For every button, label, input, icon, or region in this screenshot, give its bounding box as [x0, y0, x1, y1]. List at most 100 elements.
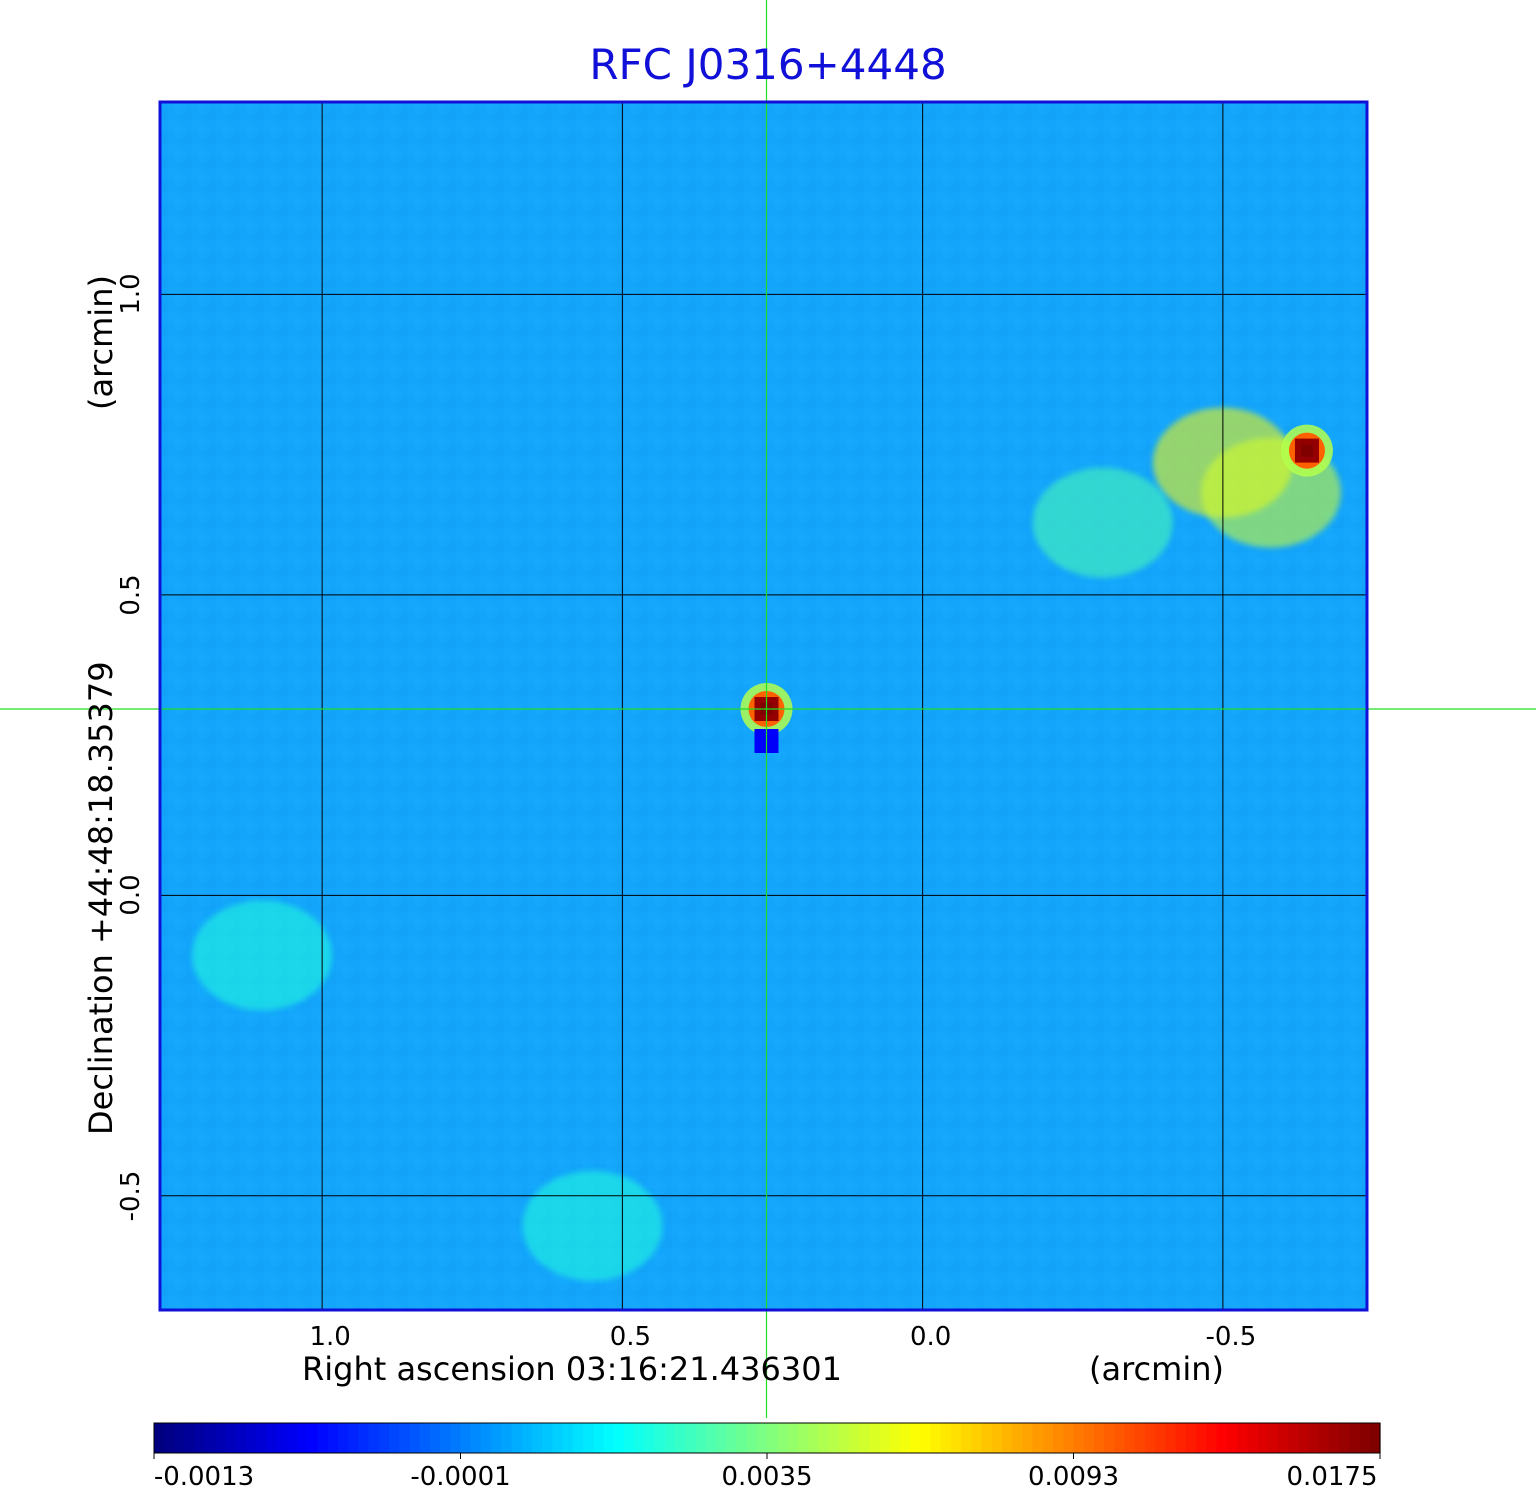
colorbar-segment [807, 1423, 819, 1453]
colorbar-segment [899, 1423, 911, 1453]
colorbar-segment [358, 1423, 370, 1453]
colorbar-tick-label: 0.0093 [1028, 1462, 1119, 1492]
colorbar-segment [920, 1423, 932, 1453]
colorbar-segment [675, 1423, 686, 1453]
colorbar-segment [644, 1423, 656, 1453]
colorbar-segment [1196, 1423, 1207, 1453]
colorbar-segment [1298, 1423, 1310, 1453]
colorbar-segment [429, 1423, 441, 1453]
colorbar-segment [634, 1423, 645, 1453]
colorbar-segment [1349, 1423, 1361, 1453]
colorbar-segment [1093, 1423, 1105, 1453]
colorbar-segment [307, 1423, 319, 1453]
colorbar-segment [869, 1423, 880, 1453]
chart-title: RFC J0316+4448 [589, 40, 947, 89]
colorbar-segment [1216, 1423, 1228, 1453]
colorbar-segment [695, 1423, 707, 1453]
colorbar-segment [654, 1423, 666, 1453]
colorbar-segment [991, 1423, 1003, 1453]
colorbar-segment [715, 1423, 727, 1453]
colorbar-segment [154, 1423, 165, 1453]
colorbar-segment [1073, 1423, 1085, 1453]
colorbar-segment [981, 1423, 993, 1453]
colorbar-segment [409, 1423, 421, 1453]
colorbar-segment [818, 1423, 829, 1453]
colorbar-segment [378, 1423, 390, 1453]
colorbar-segment [838, 1423, 850, 1453]
x-tick-label: -0.5 [1205, 1322, 1257, 1352]
plot-border [158, 100, 1369, 1312]
colorbar-segment [705, 1423, 717, 1453]
colorbar-segment [1032, 1423, 1044, 1453]
colorbar-segment [971, 1423, 983, 1453]
colorbar-segment [746, 1423, 758, 1453]
colorbar-segment [1053, 1423, 1064, 1453]
colorbar-segment [276, 1423, 288, 1453]
colorbar-segment [1063, 1423, 1075, 1453]
colorbar-segment [1206, 1423, 1218, 1453]
crosshair [0, 0, 1536, 1418]
colorbar-segment [348, 1423, 359, 1453]
colorbar-segment [613, 1423, 625, 1453]
colorbar-segment [1042, 1423, 1054, 1453]
colorbar-tick-label: 0.0175 [1286, 1462, 1378, 1492]
x-tick-label: 0.0 [909, 1322, 952, 1352]
colorbar-segment [511, 1423, 523, 1453]
colorbar-segment [256, 1423, 267, 1453]
colorbar-tick-label: 0.0035 [721, 1462, 813, 1492]
colorbar-segment [317, 1423, 329, 1453]
colorbar-segment [910, 1423, 921, 1453]
colorbar-segment [1145, 1423, 1156, 1453]
colorbar-segment [521, 1423, 533, 1453]
grid-lines [160, 102, 1367, 1310]
source-peak-1 [1300, 444, 1313, 457]
colorbar-segment [215, 1423, 227, 1453]
y-axis-unit: (arcmin) [82, 275, 120, 410]
colorbar-segment [164, 1423, 176, 1453]
extended-emission-3 [192, 900, 333, 1011]
colorbar-segment [1257, 1423, 1269, 1453]
colorbar-segment [235, 1423, 247, 1453]
colorbar-segment [174, 1423, 186, 1453]
colorbar-segment [848, 1423, 860, 1453]
colorbar-segment [583, 1423, 594, 1453]
colorbar-segment [225, 1423, 237, 1453]
plot-area [160, 102, 1367, 1310]
plot-frame [158, 100, 1369, 1312]
colorbar-tick-label: -0.0001 [410, 1462, 511, 1492]
colorbar-segment [552, 1423, 564, 1453]
colorbar-segment [297, 1423, 308, 1453]
colorbar-segment [440, 1423, 451, 1453]
colorbar-segment [1083, 1423, 1095, 1453]
colorbar-segment [368, 1423, 380, 1453]
colorbar-segment [593, 1423, 605, 1453]
colorbar-segment [797, 1423, 809, 1453]
colorbar-segment [1104, 1423, 1115, 1453]
colorbar-segment [1226, 1423, 1238, 1453]
extended-emission-2 [1032, 467, 1173, 578]
y-tick-label: 1.0 [116, 273, 146, 315]
colorbar-segment [194, 1423, 206, 1453]
colorbar-segment [879, 1423, 891, 1453]
colorbar-segment [603, 1423, 615, 1453]
colorbar-tick-label: -0.0013 [153, 1462, 255, 1492]
x-axis-label: Right ascension 03:16:21.436301 [302, 1350, 842, 1388]
colorbar-segment [1001, 1423, 1013, 1453]
colorbar-segment [286, 1423, 298, 1453]
colorbar-segment [491, 1423, 502, 1453]
colorbar-segment [1124, 1423, 1136, 1453]
colorbar-segment [623, 1423, 635, 1453]
colorbar-segment [337, 1423, 349, 1453]
colorbar-segment [736, 1423, 748, 1453]
colorbar-segment [756, 1423, 768, 1453]
colorbar-segment [470, 1423, 482, 1453]
colorbar-segment [1114, 1423, 1126, 1453]
colorbar-segment [858, 1423, 870, 1453]
colorbar-segment [205, 1423, 216, 1453]
colorbar-segment [726, 1423, 737, 1453]
colorbar-segment [1165, 1423, 1177, 1453]
colorbar-segment [1012, 1423, 1024, 1453]
colorbar-segment [562, 1423, 574, 1453]
colorbar-segment [266, 1423, 278, 1453]
colorbar-segment [1236, 1423, 1248, 1453]
